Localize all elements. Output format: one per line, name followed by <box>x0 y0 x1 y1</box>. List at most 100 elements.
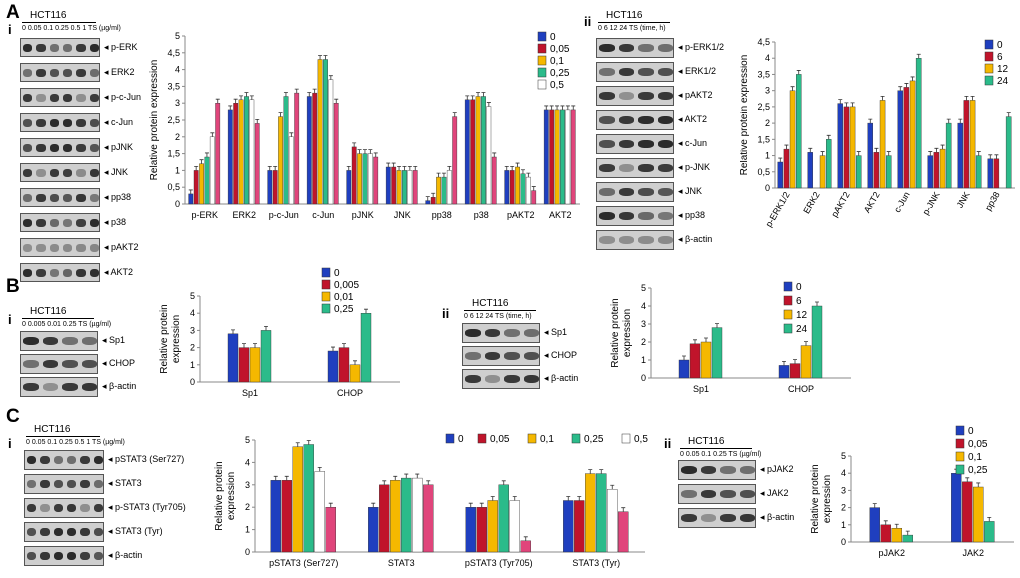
legend-label: 12 <box>796 310 808 321</box>
blot-protein-label: ◂ p-JNK <box>678 162 711 172</box>
bar <box>491 156 497 205</box>
blot-band <box>36 44 46 52</box>
error-bar <box>210 132 215 137</box>
bar <box>969 100 976 189</box>
bar <box>475 96 481 205</box>
legend-label: 0,05 <box>490 434 510 445</box>
blot-band <box>76 269 86 277</box>
blot-strip <box>20 331 98 351</box>
x-tick-label: pp38 <box>983 190 1002 212</box>
blot-protein-label: ◂ Sp1 <box>544 327 568 337</box>
blot-protein-label: ◂ β-actin <box>760 512 795 522</box>
bar <box>574 500 585 553</box>
x-tick-label: ERK2 <box>801 190 821 215</box>
bar <box>407 170 413 205</box>
bar <box>596 473 607 553</box>
error-bar <box>199 159 204 164</box>
y-axis-label: Relative proteinexpression <box>810 464 833 533</box>
x-tick-label: pAKT2 <box>829 190 851 219</box>
bar <box>849 106 856 189</box>
y-tick-label: 1,5 <box>757 134 770 144</box>
bar <box>441 176 447 205</box>
bar <box>476 506 487 553</box>
cell-line-label: HCT116 <box>606 10 643 21</box>
blot-band <box>62 383 78 392</box>
bar <box>328 79 334 205</box>
blot-band <box>67 504 77 513</box>
blot-band <box>40 528 50 537</box>
blot-strip <box>20 188 100 207</box>
error-bar <box>883 520 888 525</box>
error-bar <box>215 98 220 104</box>
blot-band <box>504 375 520 384</box>
x-tick-label: p-ERK <box>191 210 218 220</box>
bar-chart-c-ii: 0 1 2 3 4 5 Relative proteinexpression pJAK2 JAK… <box>810 425 1014 558</box>
bar <box>837 103 843 189</box>
bar <box>446 170 452 205</box>
blot-strip <box>596 230 674 250</box>
blot-band <box>42 337 58 346</box>
error-bar <box>621 507 626 512</box>
x-tick-label: ERK2 <box>232 210 256 220</box>
blot-band <box>40 480 50 489</box>
cell-line-underline <box>598 22 670 23</box>
blot-strip <box>678 460 756 480</box>
x-tick-label: pJNK <box>352 210 374 220</box>
cell-line-underline <box>26 436 100 437</box>
blot-band <box>700 466 716 475</box>
error-bar <box>796 70 801 75</box>
error-bar <box>404 473 409 479</box>
error-bar <box>555 105 560 110</box>
blot-strip <box>462 323 540 343</box>
blot-band <box>63 169 73 177</box>
bar <box>807 152 813 189</box>
blot-band <box>638 236 654 245</box>
blot-band <box>89 244 99 252</box>
blot-band <box>62 337 78 346</box>
error-bar <box>284 475 289 481</box>
x-tick-label: pAKT2 <box>507 210 535 220</box>
blot-band <box>80 456 90 465</box>
blot-band <box>36 269 46 277</box>
x-tick-label: CHOP <box>788 384 814 394</box>
blot-band <box>36 69 46 77</box>
error-bar <box>886 151 891 156</box>
legend-label: 0,005 <box>334 280 359 291</box>
blot-band <box>599 236 615 245</box>
blot-band <box>93 528 103 537</box>
y-tick-label: 3,5 <box>167 81 180 91</box>
subpanel-label-a-i: i <box>8 22 12 37</box>
error-bar <box>317 466 322 472</box>
error-bar <box>504 166 509 171</box>
blot-band <box>42 383 58 392</box>
legend-label: 0,01 <box>334 292 354 303</box>
blot-strip <box>20 38 100 57</box>
bar <box>689 343 701 379</box>
blot-band <box>23 94 33 102</box>
blot-band <box>618 236 634 245</box>
y-tick-label: 5 <box>175 31 180 41</box>
blot-strip <box>596 206 674 226</box>
x-tick-label: p-c-Jun <box>269 210 299 220</box>
error-bar <box>987 516 992 522</box>
bar <box>879 100 886 189</box>
blot-band <box>81 337 97 346</box>
error-bar <box>436 172 441 178</box>
error-bar <box>441 172 446 178</box>
legend-label: 0,05 <box>550 44 570 55</box>
error-bar <box>988 154 993 159</box>
blot-band <box>80 504 90 513</box>
blot-strip <box>596 182 674 202</box>
x-tick-label: pJAK2 <box>878 548 905 558</box>
y-tick-label: 0,5 <box>757 167 770 177</box>
legend-label: 0,05 <box>968 439 988 450</box>
error-bar <box>204 152 209 157</box>
blot-band <box>62 360 78 369</box>
y-tick-label: 0 <box>190 377 195 387</box>
bar <box>554 109 560 205</box>
error-bar <box>334 98 339 104</box>
y-axis-label: Relative protein expression <box>149 60 160 181</box>
panel-label-c: C <box>6 406 20 427</box>
error-bar <box>815 301 819 306</box>
blot-band <box>465 352 481 361</box>
